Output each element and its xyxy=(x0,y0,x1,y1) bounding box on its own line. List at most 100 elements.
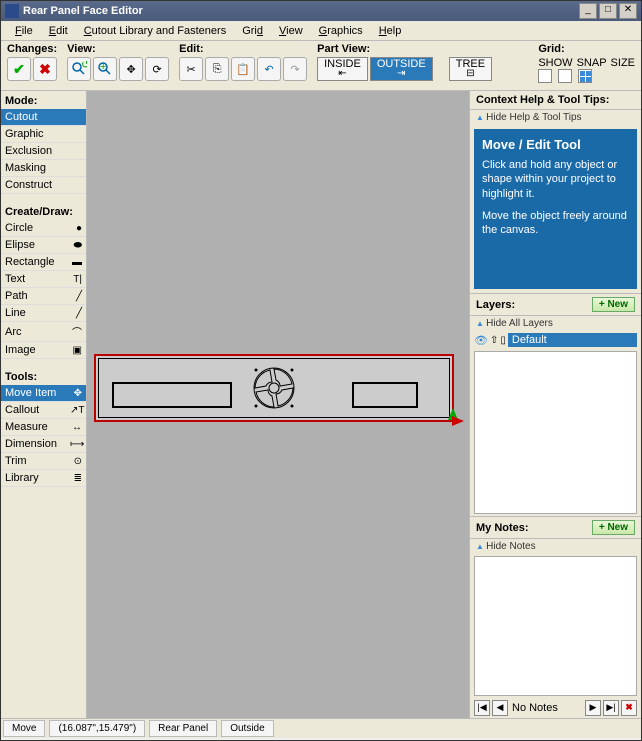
layer-edit-icon[interactable]: ▯ xyxy=(500,335,506,346)
menu-grid[interactable]: Grid xyxy=(234,23,271,39)
create-item-line[interactable]: Line╱ xyxy=(1,305,86,322)
create-item-path[interactable]: Path╱ xyxy=(1,288,86,305)
toolbar-view-group: View: ↺ + ✥ ⟳ xyxy=(67,43,169,88)
toolbar-partview-group: Part View: INSIDE⇤ OUTSIDE⇥ TREE⊟ xyxy=(317,43,492,88)
menu-view[interactable]: View xyxy=(271,23,311,39)
part-view-label: Part View: xyxy=(317,43,492,55)
redo-button[interactable]: ↷ xyxy=(283,57,307,81)
notes-label: My Notes: xyxy=(476,522,529,534)
hide-notes-toggle[interactable]: Hide Notes xyxy=(470,539,641,554)
layer-name[interactable]: Default xyxy=(508,333,637,347)
status-side: Outside xyxy=(221,720,273,737)
part-inside-button[interactable]: INSIDE⇤ xyxy=(317,57,368,81)
note-delete-button[interactable]: ✖ xyxy=(621,700,637,716)
window-title: Rear Panel Face Editor xyxy=(23,5,577,17)
tool-item-move-item[interactable]: Move Item✥ xyxy=(1,385,86,402)
grid-show-check[interactable] xyxy=(538,69,552,83)
grid-size-label: SIZE xyxy=(611,57,635,69)
mode-item-masking[interactable]: Masking xyxy=(1,160,86,177)
reject-button[interactable]: ✖ xyxy=(33,57,57,81)
grid-label: Grid: xyxy=(538,43,635,55)
mode-item-cutout[interactable]: Cutout xyxy=(1,109,86,126)
notes-nav: |◀ ◀ No Notes ▶ ▶| ✖ xyxy=(470,698,641,718)
main-area: Mode: CutoutGraphicExclusionMaskingConst… xyxy=(1,91,641,718)
note-next-button[interactable]: ▶ xyxy=(585,700,601,716)
tree-button[interactable]: TREE⊟ xyxy=(449,57,492,81)
mode-item-exclusion[interactable]: Exclusion xyxy=(1,143,86,160)
grid-snap-check[interactable] xyxy=(558,69,572,83)
grid-size-button[interactable] xyxy=(578,69,592,83)
grid-snap-label: SNAP xyxy=(577,57,607,69)
menu-graphics[interactable]: Graphics xyxy=(311,23,371,39)
layer-lock-icon[interactable]: ⇧ xyxy=(490,335,498,346)
tool-item-trim[interactable]: Trim⊙ xyxy=(1,453,86,470)
tool-item-callout[interactable]: Callout↗T xyxy=(1,402,86,419)
grid-show-label: SHOW xyxy=(538,57,572,69)
help-box: Move / Edit Tool Click and hold any obje… xyxy=(474,129,637,289)
status-bar: Move (16.087",15.479") Rear Panel Outsid… xyxy=(1,718,641,738)
canvas[interactable] xyxy=(87,91,469,718)
status-part: Rear Panel xyxy=(149,720,217,737)
changes-label: Changes: xyxy=(7,43,57,55)
layer-visibility-icon[interactable]: 👁 xyxy=(474,334,488,347)
edit-label: Edit: xyxy=(179,43,307,55)
mode-section-label: Mode: xyxy=(1,91,86,109)
hide-layers-toggle[interactable]: Hide All Layers xyxy=(470,316,641,331)
help-text-1: Click and hold any object or shape withi… xyxy=(482,158,629,201)
menu-bar: File Edit Cutout Library and Fasteners G… xyxy=(1,21,641,41)
layers-header: Layers: New xyxy=(470,293,641,316)
maximize-button[interactable]: □ xyxy=(599,3,617,19)
create-item-text[interactable]: TextT| xyxy=(1,271,86,288)
toolbar: Changes: ✔ ✖ View: ↺ + ✥ ⟳ Edit: ✂ ⎘ 📋 ↶… xyxy=(1,41,641,91)
cutout-fan[interactable] xyxy=(252,366,296,410)
cutout-right-rect[interactable] xyxy=(352,382,418,408)
notes-header: My Notes: New xyxy=(470,516,641,539)
note-last-button[interactable]: ▶| xyxy=(603,700,619,716)
toolbar-grid-group: Grid: SHOW SNAP SIZE xyxy=(538,43,635,88)
zoom-fit-button[interactable]: ↺ xyxy=(67,57,91,81)
pan-button[interactable]: ✥ xyxy=(119,57,143,81)
accept-button[interactable]: ✔ xyxy=(7,57,31,81)
create-item-rectangle[interactable]: Rectangle▬ xyxy=(1,254,86,271)
x-axis-arrow-icon xyxy=(452,416,464,426)
left-panel: Mode: CutoutGraphicExclusionMaskingConst… xyxy=(1,91,87,718)
new-layer-button[interactable]: New xyxy=(592,297,635,312)
create-item-arc[interactable]: Arc⌒ xyxy=(1,322,86,342)
new-note-button[interactable]: New xyxy=(592,520,635,535)
create-item-elipse[interactable]: Elipse⬬ xyxy=(1,237,86,254)
tool-item-library[interactable]: Library≣ xyxy=(1,470,86,487)
layer-row[interactable]: 👁 ⇧ ▯ Default xyxy=(470,331,641,349)
tool-item-dimension[interactable]: Dimension⟼ xyxy=(1,436,86,453)
menu-help[interactable]: Help xyxy=(371,23,410,39)
note-first-button[interactable]: |◀ xyxy=(474,700,490,716)
mode-item-construct[interactable]: Construct xyxy=(1,177,86,194)
menu-edit[interactable]: Edit xyxy=(41,23,76,39)
minimize-button[interactable]: _ xyxy=(579,3,597,19)
copy-button[interactable]: ⎘ xyxy=(205,57,229,81)
status-mode: Move xyxy=(3,720,45,737)
hide-help-toggle[interactable]: Hide Help & Tool Tips xyxy=(470,110,641,125)
status-coords: (16.087",15.479") xyxy=(49,720,145,737)
refresh-button[interactable]: ⟳ xyxy=(145,57,169,81)
tools-section-label: Tools: xyxy=(1,367,86,385)
menu-file[interactable]: File xyxy=(7,23,41,39)
view-label: View: xyxy=(67,43,169,55)
undo-button[interactable]: ↶ xyxy=(257,57,281,81)
create-item-image[interactable]: Image▣ xyxy=(1,342,86,359)
paste-button[interactable]: 📋 xyxy=(231,57,255,81)
zoom-in-button[interactable]: + xyxy=(93,57,117,81)
part-outside-button[interactable]: OUTSIDE⇥ xyxy=(370,57,433,81)
create-item-circle[interactable]: Circle● xyxy=(1,220,86,237)
notes-status: No Notes xyxy=(510,702,583,714)
panel-outline[interactable] xyxy=(94,354,454,422)
tool-item-measure[interactable]: Measure↔ xyxy=(1,419,86,436)
layers-label: Layers: xyxy=(476,299,515,311)
menu-cutout-library[interactable]: Cutout Library and Fasteners xyxy=(76,23,234,39)
notes-textarea[interactable] xyxy=(474,556,637,696)
close-button[interactable]: ✕ xyxy=(619,3,637,19)
cutout-left-rect[interactable] xyxy=(112,382,232,408)
title-bar: Rear Panel Face Editor _ □ ✕ xyxy=(1,1,641,21)
cut-button[interactable]: ✂ xyxy=(179,57,203,81)
mode-item-graphic[interactable]: Graphic xyxy=(1,126,86,143)
note-prev-button[interactable]: ◀ xyxy=(492,700,508,716)
